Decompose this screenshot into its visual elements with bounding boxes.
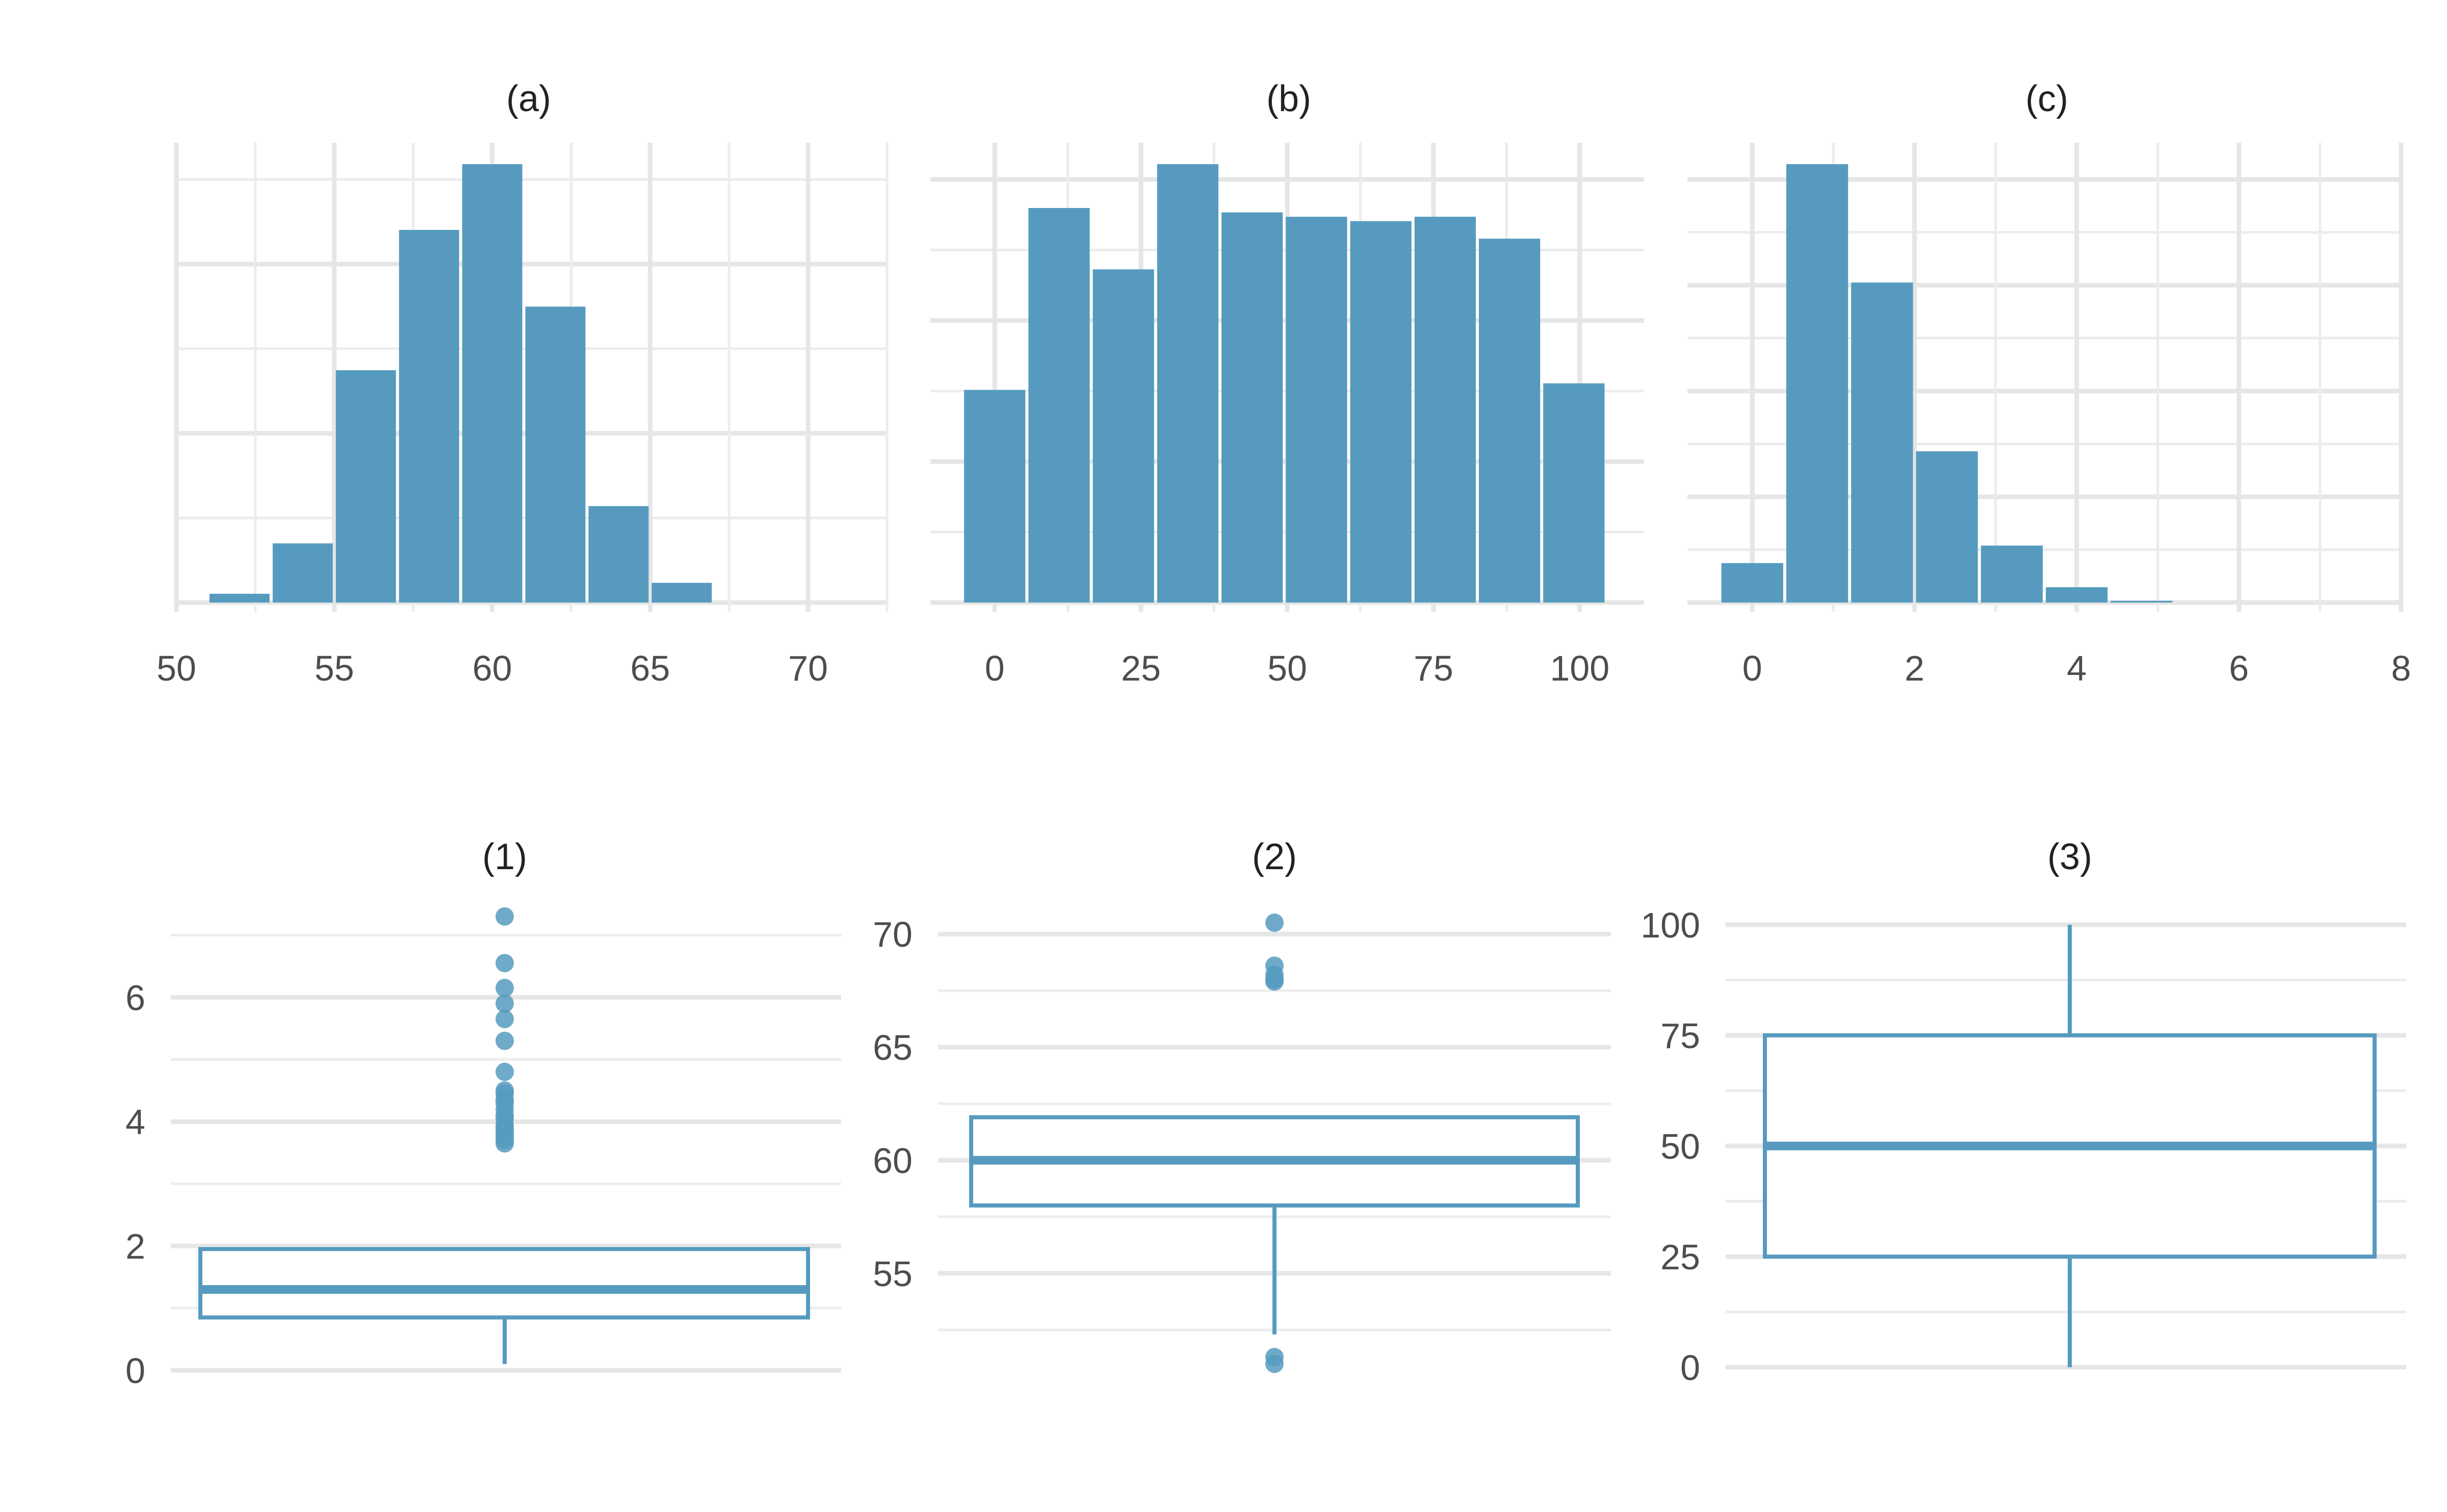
histogram-bar [964, 389, 1026, 603]
histogram-panel-c: 0 2 4 6 8 (c) [1687, 79, 2411, 688]
histogram-bar [1543, 383, 1605, 603]
histogram-bar [1981, 545, 2043, 603]
histogram-bar [525, 306, 586, 603]
y-tick-label: 0 [125, 1351, 145, 1391]
panel-title: (c) [2025, 79, 2068, 119]
panel-title: (3) [2047, 837, 2092, 877]
histogram-bar [1851, 282, 1913, 603]
y-tick-label: 100 [1641, 905, 1700, 945]
x-tick-label: 60 [473, 648, 512, 688]
x-tick-label: 50 [1267, 648, 1307, 688]
iqr-box [198, 1247, 810, 1320]
histogram-bar [652, 583, 712, 603]
x-tick-label: 0 [985, 648, 1005, 688]
histogram-bar [209, 593, 270, 603]
histogram-panel-b: 0 25 50 75 100 (b) [930, 79, 1644, 688]
x-tick-label: 6 [2229, 648, 2249, 688]
boxplot-panel-2: 55 60 65 70 (2) [873, 837, 1611, 1373]
outlier-point [496, 907, 514, 926]
outlier-point [1265, 1354, 1284, 1373]
histogram-bar [399, 230, 459, 603]
histogram-bar [335, 370, 396, 603]
x-tick-label: 55 [315, 648, 354, 688]
histogram-bar [588, 506, 649, 603]
histogram-bar [1157, 164, 1219, 603]
y-tick-label: 50 [1660, 1127, 1700, 1166]
histogram-bar [462, 164, 523, 603]
outlier-point [496, 954, 514, 973]
y-tick-label: 55 [873, 1254, 913, 1294]
outlier-point [1265, 914, 1284, 932]
x-tick-label: 100 [1550, 648, 1609, 688]
x-tick-label: 65 [630, 648, 670, 688]
outlier-point [496, 1062, 514, 1081]
panel-title: (b) [1266, 79, 1311, 119]
y-tick-label: 6 [125, 978, 145, 1018]
outlier-point [496, 1031, 514, 1050]
x-tick-label: 25 [1121, 648, 1161, 688]
histogram-bar [2111, 601, 2173, 603]
y-tick-label: 2 [125, 1227, 145, 1266]
x-tick-label: 4 [2067, 648, 2087, 688]
boxplot-panel-1: 0 2 4 6 (1) [125, 837, 841, 1391]
histogram-bar [1786, 164, 1849, 603]
histogram-bar [1916, 451, 1978, 603]
x-tick-label: 0 [1742, 648, 1762, 688]
histogram-bar [1092, 269, 1154, 603]
histogram-bar [1721, 563, 1783, 603]
y-tick-label: 25 [1660, 1237, 1700, 1277]
histogram-bar [272, 543, 333, 603]
x-tick-label: 50 [157, 648, 196, 688]
histogram-panel-a: 50 55 60 65 70 (a) [157, 79, 889, 688]
outlier-point [496, 1010, 514, 1029]
panel-title: (2) [1252, 837, 1297, 877]
histogram-bar [1414, 217, 1476, 603]
y-tick-label: 0 [1680, 1348, 1700, 1388]
y-tick-label: 4 [125, 1102, 145, 1142]
panel-title: (a) [506, 79, 551, 119]
y-tick-label: 75 [1660, 1016, 1700, 1056]
histogram-bar [1286, 217, 1347, 603]
x-tick-label: 75 [1414, 648, 1453, 688]
outlier-point [1265, 972, 1284, 991]
panel-title: (1) [482, 837, 527, 877]
x-tick-label: 70 [788, 648, 828, 688]
histogram-bar [1028, 208, 1090, 603]
y-tick-label: 65 [873, 1028, 913, 1067]
outlier-point [496, 1134, 514, 1153]
outlier-point [496, 994, 514, 1013]
boxplot-panel-3: 0 25 50 75 100 (3) [1641, 837, 2406, 1388]
x-tick-label: 2 [1905, 648, 1924, 688]
histogram-bar [1478, 239, 1541, 603]
histogram-bar [2046, 587, 2108, 603]
y-tick-label: 60 [873, 1141, 913, 1181]
y-tick-label: 70 [873, 915, 913, 954]
x-tick-label: 8 [2391, 648, 2411, 688]
outlier-point [496, 979, 514, 998]
histogram-bar [1221, 212, 1283, 603]
histogram-bar [1350, 221, 1412, 603]
